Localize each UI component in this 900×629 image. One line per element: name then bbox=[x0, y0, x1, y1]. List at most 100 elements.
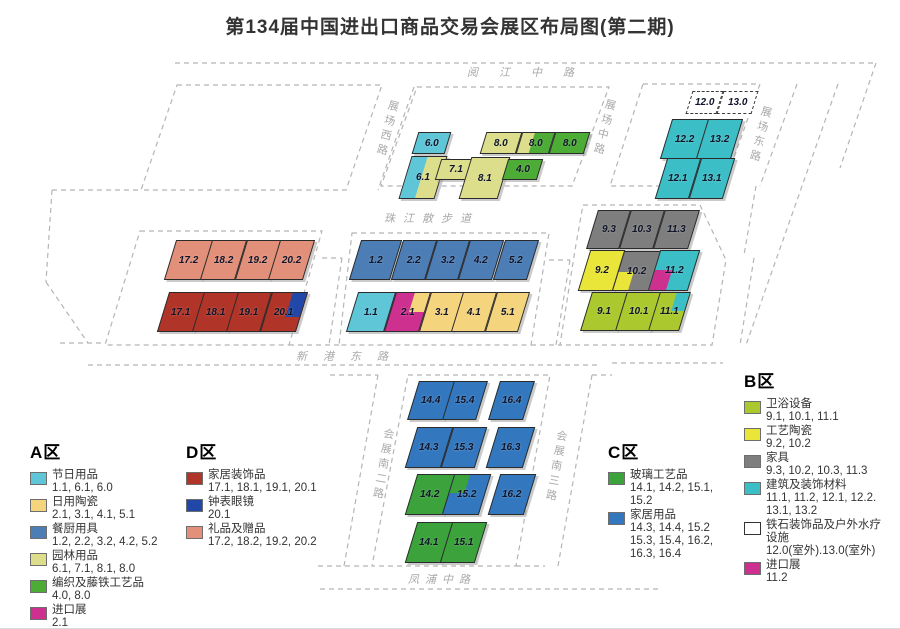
legend-swatch bbox=[744, 522, 761, 535]
legend-text: 节日用品 1.1, 6.1, 6.0 bbox=[52, 469, 113, 494]
legend-item: 园林用品 6.1, 7.1, 8.1, 8.0 bbox=[30, 550, 200, 576]
legend-text: 进口展 2.1 bbox=[52, 604, 87, 629]
legend-swatch bbox=[744, 482, 761, 495]
legend-swatch bbox=[744, 401, 761, 414]
legend-swatch bbox=[30, 526, 47, 539]
hall-block-label: 8.1 bbox=[477, 172, 492, 184]
legend-text: 园林用品 6.1, 7.1, 8.1, 8.0 bbox=[52, 550, 136, 575]
hall-block-label: 19.2 bbox=[248, 254, 268, 266]
legend-item: 家居用品 14.3, 14.4, 15.2 15.3, 15.4, 16.2, 16.… bbox=[608, 509, 778, 561]
legend-text: 钟表眼镜 20.1 bbox=[208, 496, 254, 521]
legend-item: 进口展 2.1 bbox=[30, 604, 200, 629]
legend-zone-c: C区 玻璃工艺品 14.1, 14.2, 15.1, 15.2 家居用品 14.3, 1… bbox=[608, 438, 778, 562]
hall-block-label: 3.1 bbox=[434, 306, 449, 318]
hall-block-label: 2.2 bbox=[407, 254, 421, 266]
legend-swatch bbox=[608, 512, 625, 525]
legend-text: 家居用品 14.3, 14.4, 15.2 15.3, 15.4, 16.2, 16.… bbox=[630, 509, 714, 560]
legend-text: 家居装饰品 17.1, 18.1, 19.1, 20.1 bbox=[208, 469, 317, 494]
hall-block-label: 15.1 bbox=[453, 537, 474, 548]
hall-block-label: 17.1 bbox=[171, 306, 191, 318]
hall-block: 6.0 bbox=[411, 132, 452, 154]
hall-block-label: 18.2 bbox=[213, 254, 234, 266]
hall-block-label: 14.2 bbox=[420, 489, 440, 500]
hall-block-label: 8.0 bbox=[528, 137, 543, 149]
legend-item: 玻璃工艺品 14.1, 14.2, 15.1, 15.2 bbox=[608, 469, 778, 508]
hall-block-label: 20.1 bbox=[274, 306, 294, 318]
hall-block-label: 16.4 bbox=[501, 395, 522, 406]
hall-block-label: 12.2 bbox=[674, 133, 695, 145]
legend-swatch bbox=[186, 526, 203, 539]
legend-swatch bbox=[744, 455, 761, 468]
legend-item: 钟表眼镜 20.1 bbox=[186, 496, 356, 522]
legend-text: 礼品及赠品 17.2, 18.2, 19.2, 20.2 bbox=[208, 523, 317, 548]
hall-block-label: 18.1 bbox=[205, 306, 226, 318]
hall-block-label: 14.4 bbox=[421, 395, 441, 406]
hall-block-label: 11.2 bbox=[664, 265, 684, 276]
legend-text: 建筑及装饰材料 11.1, 11.2, 12.1, 12.2. 13.1, 13.2 bbox=[766, 479, 877, 517]
hall-block-label: 4.1 bbox=[467, 306, 481, 318]
hall-block-label: 13.1 bbox=[702, 173, 722, 184]
legend-title: C区 bbox=[608, 443, 640, 462]
legend-item: 家居装饰品 17.1, 18.1, 19.1, 20.1 bbox=[186, 469, 356, 495]
hall-block-label: 8.0 bbox=[562, 137, 577, 149]
legend-swatch bbox=[186, 499, 203, 512]
hall-block-label: 13.0 bbox=[727, 97, 748, 108]
hall-block-label: 3.2 bbox=[440, 254, 455, 266]
legend-item: 日用陶瓷 2.1, 3.1, 4.1, 5.1 bbox=[30, 496, 200, 522]
hall-block-label: 9.2 bbox=[594, 265, 609, 276]
legend-item: 节日用品 1.1, 6.1, 6.0 bbox=[30, 469, 200, 495]
legend-title: B区 bbox=[744, 372, 776, 391]
hall-block: 8.0 bbox=[548, 132, 591, 154]
hall-block-label: 13.2 bbox=[709, 133, 730, 145]
legend-item: 工艺陶瓷 9.2, 10.2 bbox=[744, 425, 900, 451]
legend-swatch bbox=[30, 472, 47, 485]
road-label-fengpu-zhong-lu: 凤浦中路 bbox=[408, 574, 476, 586]
road-label-yuejiang-zhong-lu: 阅江中路 bbox=[467, 67, 595, 79]
hall-block-label: 15.4 bbox=[455, 395, 475, 406]
legend-item: 铁石装饰品及户外水疗 设施 12.0(室外).13.0(室外) bbox=[744, 519, 900, 558]
hall-block-label: 16.2 bbox=[502, 489, 522, 500]
legend-item: 进口展 11.2 bbox=[744, 559, 900, 585]
road-label-xingang-dong-lu: 新港东路 bbox=[296, 351, 404, 363]
legend-item: 家具 9.3, 10.2, 10.3, 11.3 bbox=[744, 452, 900, 478]
hall-block-label: 12.1 bbox=[668, 173, 688, 184]
hall-block-label: 4.0 bbox=[515, 164, 530, 175]
hall-block-label: 6.1 bbox=[416, 172, 430, 183]
hall-block-label: 19.1 bbox=[239, 306, 259, 318]
legend-title: D区 bbox=[186, 443, 218, 462]
hall-block-label: 10.2 bbox=[626, 265, 647, 277]
legend-text: 工艺陶瓷 9.2, 10.2 bbox=[766, 425, 812, 450]
hall-block-label: 10.1 bbox=[628, 306, 649, 317]
legend-swatch bbox=[608, 472, 625, 485]
hall-block-label: 11.1 bbox=[660, 306, 679, 317]
legend-item: 编织及藤铁工艺品 4.0, 8.0 bbox=[30, 577, 200, 603]
hall-block-label: 10.3 bbox=[632, 224, 652, 235]
hall-block-label: 5.1 bbox=[500, 306, 515, 318]
legend-zone-a: A区 节日用品 1.1, 6.1, 6.0 日用陶瓷 2.1, 3.1, 4.1, 5… bbox=[30, 438, 200, 629]
legend-swatch bbox=[30, 580, 47, 593]
legend-text: 家具 9.3, 10.2, 10.3, 11.3 bbox=[766, 452, 868, 477]
hall-block-label: 1.2 bbox=[368, 254, 383, 266]
hall-block-label: 4.2 bbox=[474, 254, 488, 266]
hall-block-label: 12.0 bbox=[694, 97, 715, 108]
legend-text: 卫浴设备 9.1, 10.1, 11.1 bbox=[766, 398, 839, 423]
legend-swatch bbox=[744, 428, 761, 441]
hall-block-label: 9.3 bbox=[601, 224, 616, 235]
hall-block-label: 1.1 bbox=[364, 306, 378, 318]
legend-text: 进口展 11.2 bbox=[766, 559, 801, 584]
legend-swatch bbox=[30, 607, 47, 620]
hall-block-label: 9.1 bbox=[597, 306, 611, 317]
hall-block-label: 20.2 bbox=[281, 254, 302, 266]
legend-text: 餐厨用具 1.2, 2.2, 3.2, 4.2, 5.2 bbox=[52, 523, 158, 548]
legend-zone-d: D区 家居装饰品 17.1, 18.1, 19.1, 20.1 钟表眼镜 20.1 礼品… bbox=[186, 438, 356, 550]
legend-title: A区 bbox=[30, 443, 62, 462]
page-title: 第134届中国进出口商品交易会展区布局图(第二期) bbox=[225, 17, 675, 38]
hall-block-label: 8.0 bbox=[494, 137, 508, 149]
legend-text: 编织及藤铁工艺品 4.0, 8.0 bbox=[52, 577, 144, 602]
legend-swatch bbox=[30, 499, 47, 512]
legend-item: 卫浴设备 9.1, 10.1, 11.1 bbox=[744, 398, 900, 424]
hall-block-label: 15.3 bbox=[454, 442, 474, 453]
legend-swatch bbox=[186, 472, 203, 485]
legend-text: 玻璃工艺品 14.1, 14.2, 15.1, 15.2 bbox=[630, 469, 714, 507]
